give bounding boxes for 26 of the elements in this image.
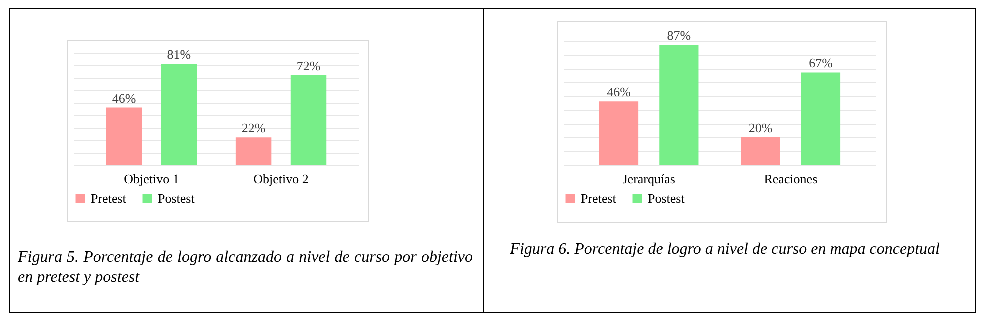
data-label: 87% (667, 28, 692, 44)
data-label: 72% (296, 58, 321, 74)
bar (290, 75, 327, 165)
data-label: 46% (607, 84, 632, 100)
x-tick-label: Reaciones (764, 172, 818, 186)
x-tick-label: Jerarquías (622, 172, 676, 186)
bar (161, 64, 198, 165)
bar (741, 137, 780, 165)
bar (801, 72, 841, 165)
legend-label: Pretest (581, 190, 617, 206)
legend-label: Pretest (91, 190, 127, 206)
text: Figura 5. Porcentaje de logro alcanzado a nivel de curso por objetivo en pretest y postest (18, 248, 473, 288)
x-tick-label: Objetivo 2 (254, 172, 309, 186)
bar (599, 102, 639, 165)
data-label: 20% (748, 120, 773, 136)
bar (106, 108, 142, 165)
text: Figura 6. Porcentaje de logro a nivel de curso en mapa conceptual (509, 240, 940, 260)
legend-label: Postest (158, 190, 196, 206)
bar (660, 45, 699, 165)
x-tick-label: Objetivo 1 (124, 172, 180, 186)
data-label: 81% (167, 47, 192, 62)
bar (236, 138, 272, 165)
data-label: 22% (242, 120, 266, 136)
legend-label: Postest (648, 190, 686, 206)
data-label: 46% (112, 90, 136, 106)
data-label: 67% (809, 56, 834, 71)
